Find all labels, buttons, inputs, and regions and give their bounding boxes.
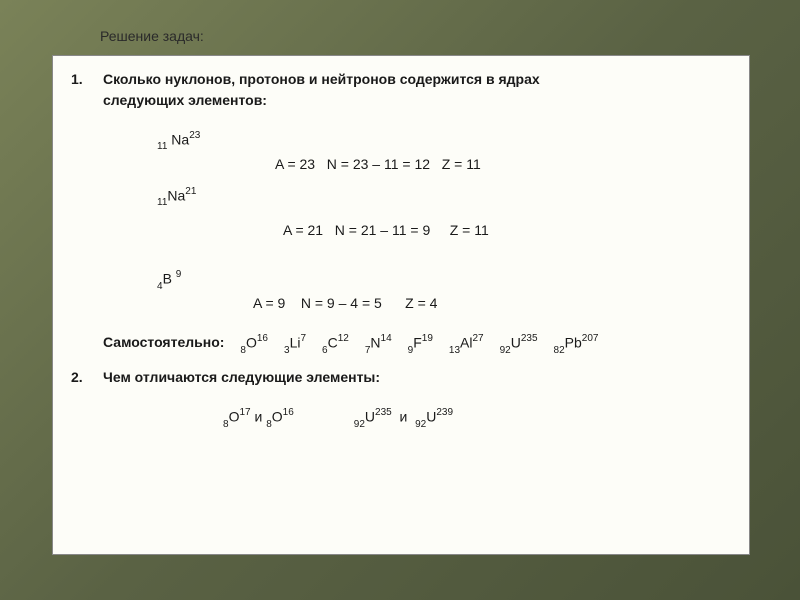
self-f19: 9F19	[408, 333, 433, 356]
mass-post: 9	[176, 269, 182, 280]
content-box: 1. Сколько нуклонов, протонов и нейтроно…	[52, 55, 750, 555]
mass-pre: 11	[157, 197, 167, 208]
element-na23: 11 Na23	[157, 130, 731, 153]
calc-na23: A = 23 N = 23 – 11 = 12 Z = 11	[275, 155, 731, 174]
element-na21: 11Na21	[157, 186, 731, 209]
self-label: Самостоятельно:	[103, 333, 224, 356]
q2-number: 2.	[71, 368, 83, 387]
diff-pair-2: 92U235 и 92U239	[354, 407, 453, 430]
q1-text-line2: следующих элементов:	[103, 91, 731, 110]
self-row: Самостоятельно: 8O16 3Li7 6C12 7N14 9F19…	[103, 333, 731, 356]
q2-text: Чем отличаются следующие элементы:	[103, 368, 731, 387]
calc-b9: A = 9 N = 9 – 4 = 5 Z = 4	[253, 294, 731, 313]
mass-post: 23	[189, 130, 200, 141]
q1-number: 1.	[71, 70, 83, 89]
mass-post: 21	[185, 186, 196, 197]
self-c12: 6C12	[322, 333, 349, 356]
element-symbol: B	[163, 271, 172, 287]
slide-header: Решение задач:	[100, 28, 204, 44]
mass-pre: 11	[157, 141, 167, 152]
self-li7: 3Li7	[284, 333, 306, 356]
q1-text-line1: Сколько нуклонов, протонов и нейтронов с…	[103, 70, 731, 89]
element-b9: 4B 9	[157, 269, 731, 292]
diff-row: 8O17 и 8O16 92U235 и 92U239	[223, 407, 731, 430]
element-symbol: Na	[167, 187, 185, 203]
diff-pair-1: 8O17 и 8O16	[223, 407, 294, 430]
self-al27: 13Al27	[449, 333, 484, 356]
self-n14: 7N14	[365, 333, 392, 356]
self-o16: 8O16	[240, 333, 268, 356]
element-symbol: Na	[171, 131, 189, 147]
calc-na21: A = 21 N = 21 – 11 = 9 Z = 11	[283, 221, 731, 240]
self-u235: 92U235	[500, 333, 538, 356]
self-pb207: 82Pb207	[554, 333, 599, 356]
mass-pre: 4	[157, 281, 163, 292]
